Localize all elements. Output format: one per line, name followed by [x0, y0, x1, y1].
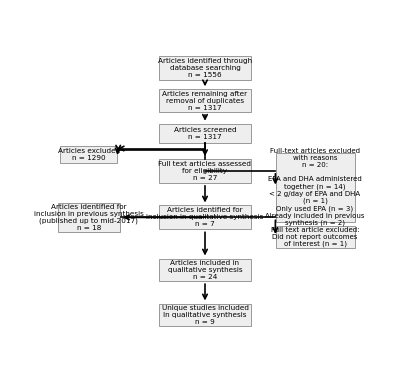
Text: Articles identified for
inclusion in previous synthesis
(published up to mid-201: Articles identified for inclusion in pre… [34, 204, 144, 231]
Text: Articles excluded
n = 1290: Articles excluded n = 1290 [58, 148, 120, 161]
Text: Full-text articles excluded
with reasons
n = 20:

EPA and DHA administered
toget: Full-text articles excluded with reasons… [265, 149, 365, 226]
Text: Full text article excluded:
Did not report outcomes
of interest (n = 1): Full text article excluded: Did not repo… [271, 227, 359, 247]
Text: Unique studies included
In qualitative synthesis
n = 9: Unique studies included In qualitative s… [162, 305, 248, 325]
FancyBboxPatch shape [158, 159, 252, 183]
FancyBboxPatch shape [58, 203, 120, 231]
Text: Articles screened
n = 1317: Articles screened n = 1317 [174, 127, 236, 140]
Text: Articles identified for
inclusion in qualitative synthesis
n = 7: Articles identified for inclusion in qua… [146, 207, 264, 228]
Text: Articles remaining after
removal of duplicates
n = 1317: Articles remaining after removal of dupl… [162, 91, 248, 110]
FancyBboxPatch shape [60, 146, 118, 163]
FancyBboxPatch shape [158, 205, 252, 230]
Text: Articles included in
qualitative synthesis
n = 24: Articles included in qualitative synthes… [168, 260, 242, 280]
FancyBboxPatch shape [158, 56, 252, 80]
Text: Full text articles assessed
for eligibility
n = 27: Full text articles assessed for eligibil… [158, 161, 252, 181]
FancyBboxPatch shape [158, 259, 252, 281]
FancyBboxPatch shape [158, 89, 252, 112]
FancyBboxPatch shape [158, 124, 252, 143]
Text: Articles identified through
database searching
n = 1556: Articles identified through database sea… [158, 58, 252, 78]
FancyBboxPatch shape [276, 153, 354, 222]
FancyBboxPatch shape [158, 303, 252, 326]
FancyBboxPatch shape [276, 226, 354, 248]
